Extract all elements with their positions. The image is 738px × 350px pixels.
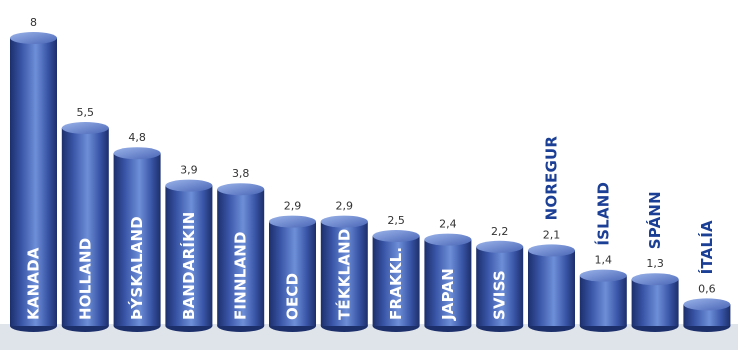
bar bbox=[113, 153, 161, 326]
category-label: ÍSLAND bbox=[593, 182, 612, 246]
value-label: 1,3 bbox=[646, 257, 664, 270]
bar-top bbox=[10, 32, 57, 44]
bar bbox=[631, 279, 679, 326]
bar-top bbox=[217, 183, 265, 196]
bar-group: 3,8 FINNLAND bbox=[217, 167, 265, 332]
category-label: FINNLAND bbox=[232, 231, 250, 320]
bar-group: 2,1 NOREGUR bbox=[528, 136, 575, 332]
value-label: 2,2 bbox=[491, 225, 509, 238]
category-label: OECD bbox=[284, 273, 302, 320]
value-label: 2,9 bbox=[284, 200, 302, 213]
bar-top bbox=[476, 240, 524, 253]
value-label: 0,6 bbox=[698, 282, 716, 295]
bar bbox=[61, 128, 109, 326]
value-label: 4,8 bbox=[128, 131, 146, 144]
bar-top bbox=[113, 147, 161, 160]
bar-group: 3,9 BANDARÍKIN bbox=[165, 164, 213, 332]
bar bbox=[269, 221, 316, 326]
category-label: HOLLAND bbox=[76, 238, 94, 320]
value-label: 2,1 bbox=[543, 228, 561, 241]
bar bbox=[217, 189, 265, 326]
category-label: SPÁNN bbox=[645, 191, 664, 249]
category-label: BANDARÍKIN bbox=[179, 211, 198, 320]
bar-group: 1,3 SPÁNN bbox=[631, 191, 679, 332]
value-label: 2,9 bbox=[336, 200, 354, 213]
bar-group: 2,9 OECD bbox=[269, 200, 316, 332]
category-label: SVISS bbox=[491, 270, 509, 320]
bar-group: 2,5 FRAKKL. bbox=[372, 214, 420, 332]
bar-top bbox=[579, 269, 627, 282]
category-label: TÉKKLAND bbox=[334, 229, 353, 321]
bar bbox=[320, 221, 368, 326]
bar-top bbox=[269, 215, 316, 228]
category-label: FRAKKL. bbox=[387, 247, 405, 320]
bar-group: 4,8 ÞÝSKALAND bbox=[113, 131, 161, 332]
category-label: JAPAN bbox=[439, 268, 457, 321]
value-label: 3,8 bbox=[232, 167, 250, 180]
value-label: 8 bbox=[30, 16, 37, 29]
bar-group: 1,4 ÍSLAND bbox=[579, 182, 627, 332]
category-label: ÍTALÍA bbox=[697, 220, 716, 274]
bar-group: 2,2 SVISS bbox=[476, 225, 524, 332]
bar bbox=[683, 304, 731, 326]
bar-top bbox=[631, 273, 679, 286]
category-label: ÞÝSKALAND bbox=[127, 216, 146, 320]
bar bbox=[10, 38, 57, 326]
bar-group: 8 KANADA bbox=[10, 16, 57, 332]
bar-top bbox=[372, 230, 420, 242]
bars: 8 KANADA 5,5 HOLLAND 4,8 ÞÝSKALAND 3,9 BANDARÍK… bbox=[10, 16, 731, 332]
category-label: NOREGUR bbox=[543, 136, 561, 221]
bar bbox=[165, 185, 213, 326]
bar bbox=[528, 250, 575, 326]
bar-top bbox=[320, 215, 368, 228]
bar-top bbox=[165, 179, 213, 192]
bar bbox=[476, 246, 524, 326]
bar-top bbox=[61, 122, 109, 134]
bar-group: 2,4 JAPAN bbox=[424, 218, 472, 332]
value-label: 5,5 bbox=[77, 106, 95, 119]
bar-group: 2,9 TÉKKLAND bbox=[320, 200, 368, 332]
bar-group: 0,6 ÍTALÍA bbox=[683, 220, 731, 332]
category-label: KANADA bbox=[25, 247, 43, 320]
chart-floor bbox=[0, 324, 738, 350]
bar bbox=[372, 236, 420, 326]
value-label: 2,4 bbox=[439, 218, 457, 231]
value-label: 3,9 bbox=[180, 164, 198, 177]
value-label: 2,5 bbox=[387, 214, 405, 227]
bar bbox=[424, 239, 472, 326]
bar-group: 5,5 HOLLAND bbox=[61, 106, 109, 332]
bar-top bbox=[424, 233, 472, 246]
bar bbox=[579, 275, 627, 326]
value-label: 1,4 bbox=[595, 254, 613, 267]
bar-top bbox=[528, 244, 575, 257]
bar-top bbox=[683, 298, 731, 311]
floor-strip bbox=[0, 324, 738, 350]
